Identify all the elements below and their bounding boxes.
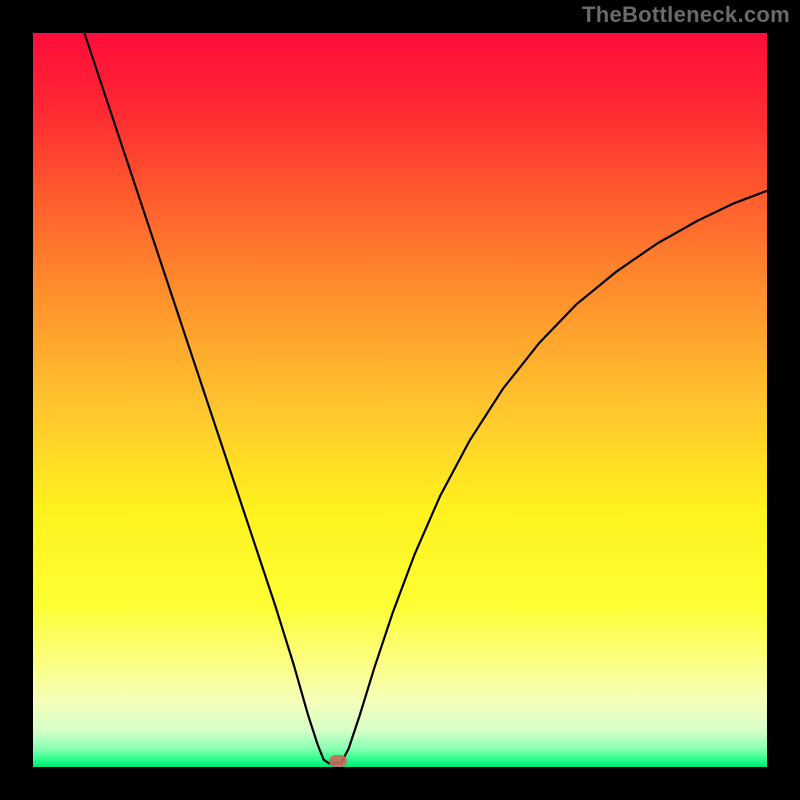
chart-container: TheBottleneck.com [0,0,800,800]
bottleneck-curve [33,33,767,767]
curve-path [84,33,767,763]
plot-area [33,33,767,767]
optimal-point-marker [329,755,347,767]
watermark-text: TheBottleneck.com [582,2,790,28]
